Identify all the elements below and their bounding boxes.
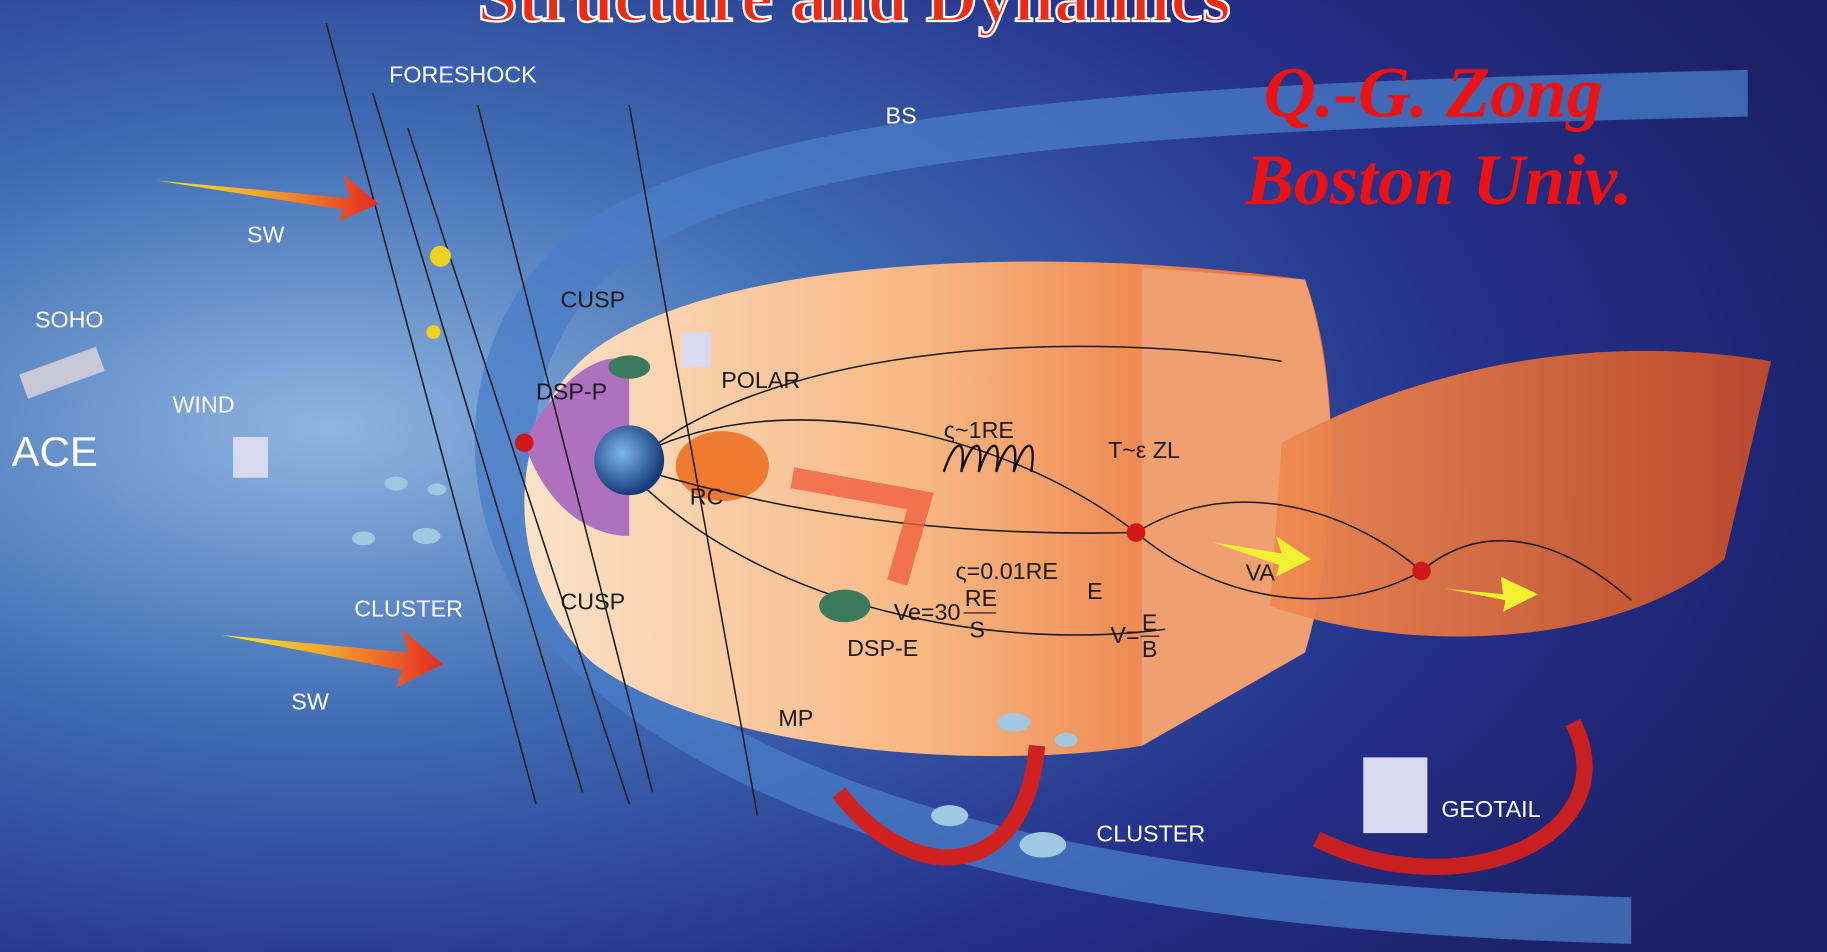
earth (594, 425, 665, 496)
cut-face (1141, 268, 1332, 746)
label: WIND (172, 391, 234, 417)
formula: B (1142, 636, 1158, 662)
sw-arrow (157, 174, 379, 222)
orbit-arrow (1313, 718, 1593, 875)
orbit-arrow (832, 745, 1046, 866)
formula: Ve=30 (894, 599, 961, 625)
author: Q.-G. Zong (1264, 53, 1603, 133)
label: CLUSTER (1096, 820, 1205, 846)
label: CUSP (560, 287, 625, 313)
formula: V= (1110, 622, 1139, 648)
field-line (628, 471, 1166, 636)
x-line (1126, 523, 1146, 542)
label: CUSP (560, 588, 625, 614)
label: GEOTAIL (1441, 796, 1540, 822)
label: DSP-E (847, 635, 918, 661)
flow-arrow (790, 467, 934, 586)
label: SW (247, 221, 285, 247)
label: RC (690, 484, 724, 510)
label: MP (778, 705, 813, 731)
gyration (942, 444, 1034, 473)
label: FORESHOCK (389, 62, 537, 88)
title: Structure and Dynamics (478, 0, 1231, 37)
label: BS (886, 103, 917, 129)
field-line (628, 345, 1282, 467)
label: CLUSTER (354, 595, 463, 621)
label: POLAR (721, 367, 800, 393)
field-line (628, 465, 1137, 534)
dayside (524, 358, 630, 537)
formula: T~ε ZL (1108, 437, 1180, 463)
formula: ς=0.01RE (955, 558, 1058, 584)
formula: VA (1246, 559, 1276, 585)
ring-current (675, 431, 770, 502)
flow-arrow (1211, 536, 1311, 577)
formula: ς~1RE (944, 417, 1014, 443)
formula: E (1142, 609, 1158, 635)
field-line (1135, 531, 1422, 600)
foreshock-lines (325, 23, 759, 816)
label: SOHO (35, 306, 104, 332)
formula: S (969, 616, 985, 642)
x-line (1412, 561, 1431, 581)
formula: RE (965, 585, 997, 611)
spacecraft-icons (19, 245, 1428, 858)
flow-arrow (1444, 576, 1539, 612)
subsolar-point (515, 433, 534, 453)
magnetotail (1270, 350, 1772, 637)
affiliation: Boston Univ. (1245, 140, 1633, 220)
formula: E (1087, 578, 1103, 604)
sw-arrow (221, 629, 443, 688)
label: ACE (12, 428, 98, 475)
label: SW (291, 689, 329, 715)
label: DSP-P (536, 379, 607, 405)
